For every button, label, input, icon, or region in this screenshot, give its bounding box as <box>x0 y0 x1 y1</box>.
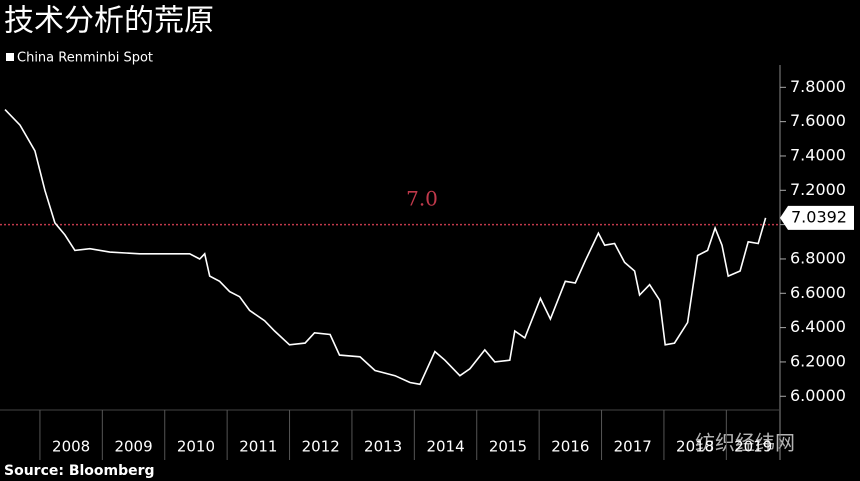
y-tick-label: 6.4000 <box>790 317 846 336</box>
source: Source: Bloomberg <box>4 463 155 479</box>
reference-label: 7.0 <box>406 187 438 211</box>
x-tick-label: 2008 <box>52 438 90 456</box>
legend-label: China Renminbi Spot <box>17 51 153 66</box>
x-tick-label: 2018 <box>676 438 714 456</box>
y-tick-label: 7.8000 <box>790 77 846 96</box>
last-value-box <box>780 205 854 230</box>
watermark: 纺织经纬网 <box>695 431 795 455</box>
y-tick-label: 6.8000 <box>790 248 846 267</box>
y-tick-label: 6.6000 <box>790 283 846 302</box>
y-tick-label: 6.2000 <box>790 351 846 370</box>
x-tick-label: 2013 <box>364 438 402 456</box>
x-tick-label: 2016 <box>551 438 589 456</box>
last-value-label: 7.0392 <box>791 207 847 226</box>
y-tick-label: 6.0000 <box>790 386 846 405</box>
x-tick-label: 2015 <box>489 438 527 456</box>
y-tick-label: 7.4000 <box>790 145 846 164</box>
x-tick-label: 2017 <box>614 438 652 456</box>
legend-swatch <box>6 53 14 61</box>
chart-title: 技术分析的荒原 <box>4 4 214 39</box>
y-tick-label: 7.2000 <box>790 180 846 199</box>
x-tick-label: 2009 <box>114 438 152 456</box>
y-tick-label: 7.6000 <box>790 111 846 130</box>
x-tick-label: 2014 <box>426 438 464 456</box>
x-tick-label: 2019 <box>734 438 772 456</box>
x-tick-label: 2012 <box>302 438 340 456</box>
line-series <box>4 109 767 386</box>
x-tick-label: 2011 <box>239 438 277 456</box>
x-tick-label: 2010 <box>177 438 215 456</box>
